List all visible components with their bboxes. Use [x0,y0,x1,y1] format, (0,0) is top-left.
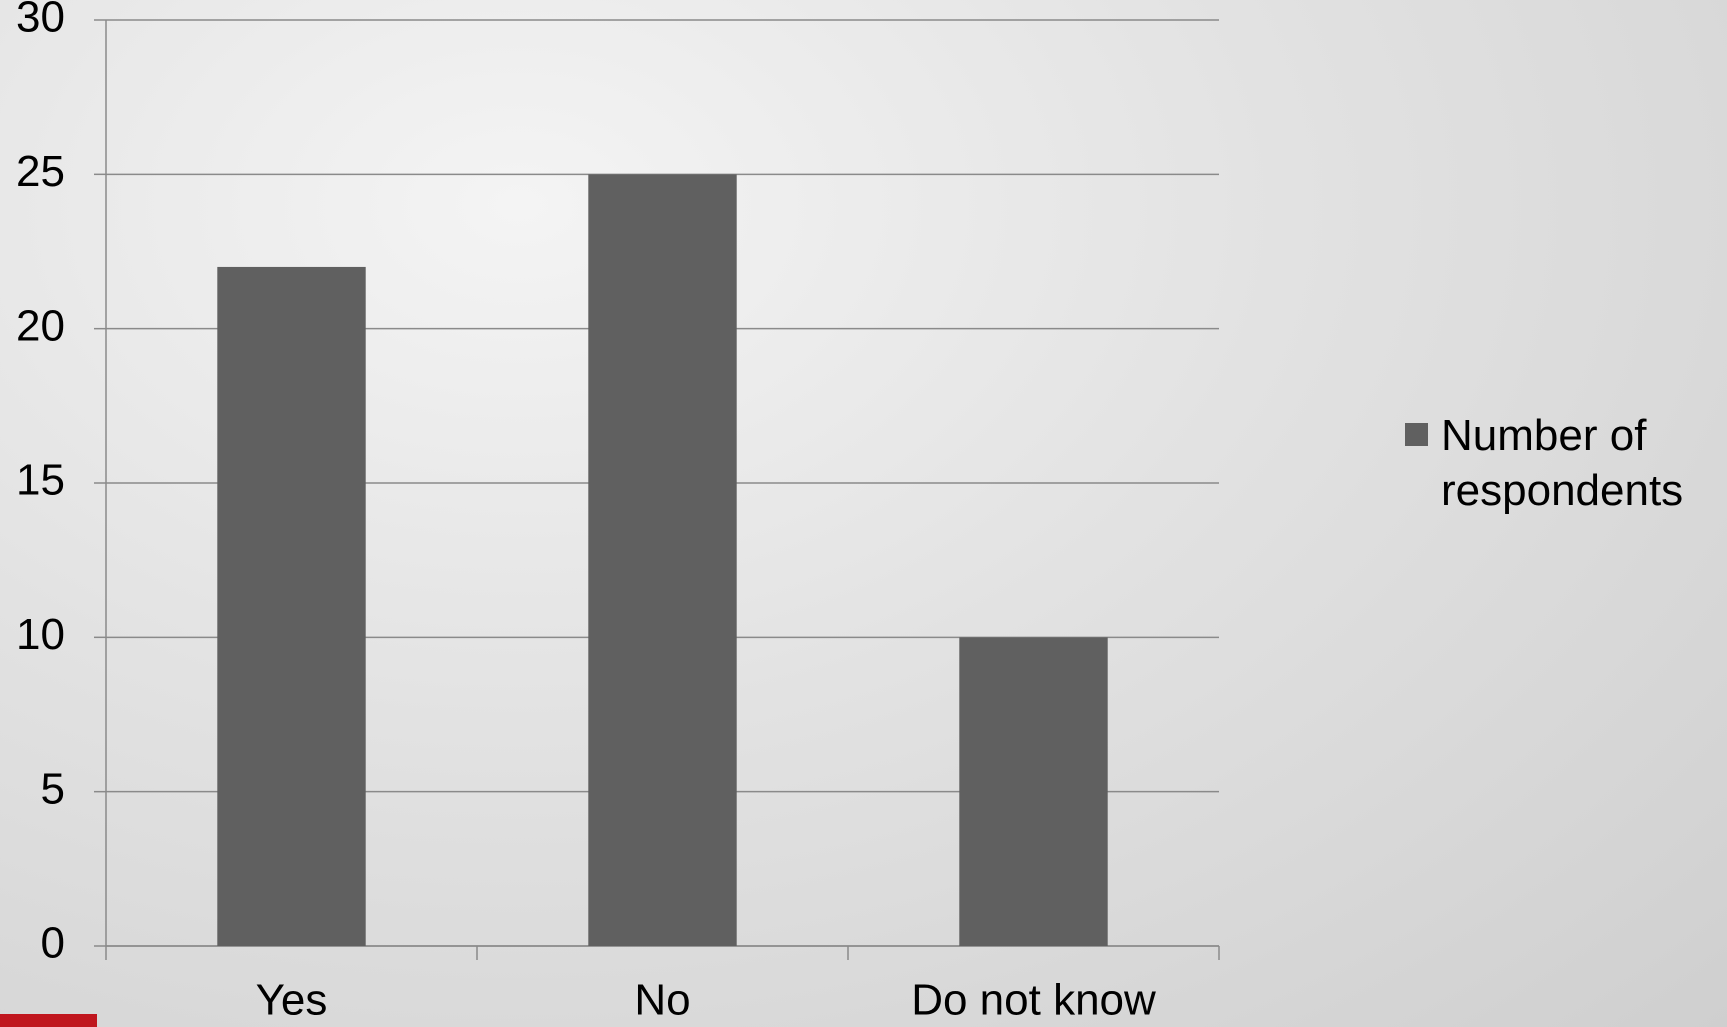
x-tick-label: Yes [256,976,328,1025]
bar [959,637,1108,946]
x-tick-label: No [634,976,690,1025]
bar [217,266,366,946]
y-tick-label: 10 [16,610,65,659]
x-tick-label: Do not know [911,976,1156,1025]
logo-strip [0,1014,97,1027]
y-tick-label: 5 [41,764,65,813]
y-tick-label: 15 [16,456,65,505]
y-tick-label: 0 [41,919,65,968]
bar [588,174,737,947]
legend: Number of respondents [1405,408,1705,518]
legend-swatch [1405,423,1428,446]
y-tick-label: 30 [16,0,65,42]
y-tick-label: 20 [16,301,65,350]
y-tick-label: 25 [16,147,65,196]
legend-label: Number of respondents [1441,411,1684,515]
